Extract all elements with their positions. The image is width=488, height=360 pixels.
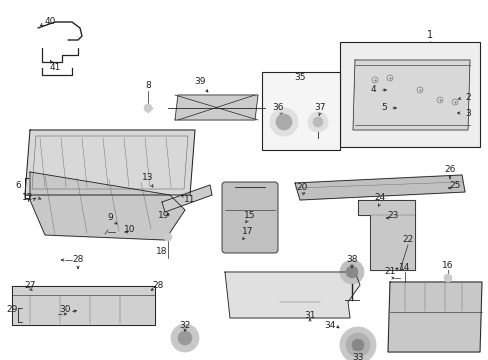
- Text: 1: 1: [426, 30, 432, 40]
- Text: 33: 33: [351, 343, 363, 352]
- Polygon shape: [175, 95, 258, 120]
- Text: 18: 18: [156, 248, 167, 256]
- Text: 12: 12: [22, 194, 34, 202]
- Text: 7: 7: [25, 195, 31, 204]
- Polygon shape: [224, 272, 359, 318]
- Text: 31: 31: [304, 310, 315, 320]
- Circle shape: [346, 266, 357, 278]
- Polygon shape: [387, 282, 481, 352]
- Text: 27: 27: [24, 280, 36, 289]
- Text: 22: 22: [402, 235, 413, 244]
- Polygon shape: [162, 185, 212, 212]
- Polygon shape: [352, 60, 469, 130]
- Text: 11: 11: [184, 195, 195, 204]
- Circle shape: [351, 339, 363, 351]
- Text: 29: 29: [6, 306, 18, 315]
- Text: 26: 26: [444, 166, 455, 175]
- Polygon shape: [294, 175, 464, 200]
- Text: 10: 10: [124, 225, 136, 234]
- Text: 9: 9: [107, 213, 113, 222]
- Circle shape: [143, 104, 152, 112]
- Text: 36: 36: [272, 104, 283, 112]
- Text: 32: 32: [179, 320, 190, 329]
- Text: 41: 41: [49, 63, 61, 72]
- Text: 25: 25: [448, 180, 460, 189]
- Text: 34: 34: [324, 320, 335, 329]
- Polygon shape: [357, 200, 414, 270]
- Circle shape: [269, 108, 297, 136]
- Text: 39: 39: [194, 77, 205, 86]
- Polygon shape: [30, 172, 184, 240]
- Bar: [339, 42, 479, 147]
- Circle shape: [346, 333, 369, 357]
- FancyBboxPatch shape: [222, 182, 278, 253]
- Circle shape: [312, 117, 323, 127]
- Circle shape: [339, 327, 375, 360]
- Text: 3: 3: [464, 108, 470, 117]
- Text: 6: 6: [15, 180, 21, 189]
- Text: 13: 13: [142, 174, 153, 183]
- Text: 21: 21: [384, 267, 395, 276]
- Text: 23: 23: [386, 211, 398, 220]
- Text: 24: 24: [374, 194, 385, 202]
- Text: 33: 33: [351, 354, 363, 360]
- Circle shape: [171, 324, 199, 352]
- Bar: [262, 72, 339, 150]
- Circle shape: [443, 274, 451, 282]
- Text: 17: 17: [242, 228, 253, 237]
- Text: 19: 19: [158, 211, 169, 220]
- Text: 15: 15: [244, 211, 255, 220]
- Text: 37: 37: [314, 104, 325, 112]
- Circle shape: [339, 260, 363, 284]
- Circle shape: [307, 112, 327, 132]
- Text: 28: 28: [72, 256, 83, 265]
- Text: 38: 38: [346, 256, 357, 265]
- Polygon shape: [25, 130, 195, 195]
- Text: 16: 16: [441, 261, 453, 270]
- Circle shape: [178, 331, 192, 345]
- Text: 40: 40: [44, 18, 56, 27]
- Text: 5: 5: [380, 104, 386, 112]
- Text: 33: 33: [351, 343, 363, 352]
- Circle shape: [163, 233, 172, 241]
- Text: 28: 28: [152, 280, 163, 289]
- Text: 35: 35: [294, 73, 305, 82]
- Text: 2: 2: [464, 94, 470, 103]
- Text: 8: 8: [145, 81, 151, 90]
- Circle shape: [275, 114, 291, 130]
- Text: 20: 20: [296, 184, 307, 193]
- Text: 30: 30: [59, 306, 71, 315]
- Polygon shape: [12, 286, 155, 325]
- Text: 14: 14: [399, 264, 410, 273]
- Text: 4: 4: [369, 85, 375, 94]
